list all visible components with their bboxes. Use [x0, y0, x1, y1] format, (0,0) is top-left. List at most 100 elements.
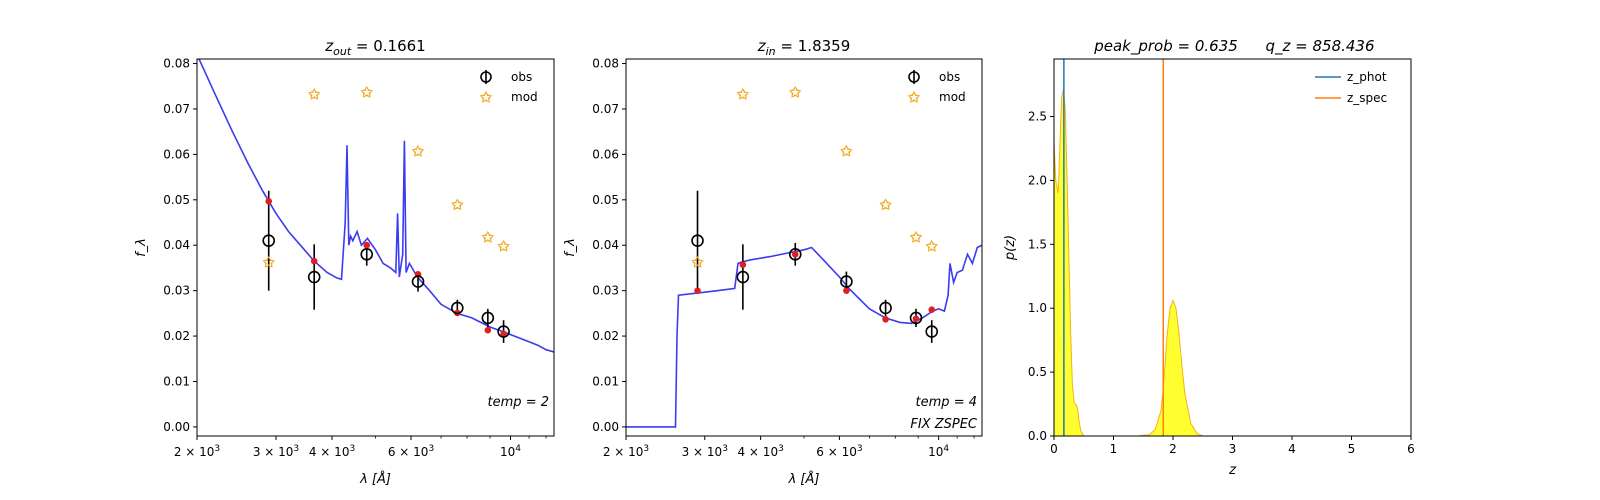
- legend-obs-marker: [908, 71, 920, 83]
- y-tick-label: 0.07: [592, 102, 619, 116]
- x-tick-label: 2 × 103: [603, 444, 649, 459]
- y-tick-label: 0.08: [592, 57, 619, 71]
- x-axis-label: λ [Å]: [359, 471, 391, 487]
- x-tick-label: 5: [1348, 442, 1356, 456]
- panel-title: zin = 1.8359: [757, 37, 851, 58]
- model-filter-point: [500, 330, 507, 338]
- y-tick-label: 0.05: [163, 193, 190, 207]
- obs-point: [307, 270, 321, 284]
- annotation-text: temp = 4: [916, 395, 977, 410]
- x-tick-label: 6 × 103: [816, 444, 862, 459]
- x-tick-label: 104: [928, 444, 949, 459]
- peak-prob-title: peak_prob = 0.635: [1093, 37, 1238, 56]
- mod-star-point: ✩: [926, 239, 938, 255]
- panel-title: zout = 0.1661: [324, 37, 425, 58]
- annotation-text: temp = 2: [488, 395, 549, 410]
- x-tick-label: 6 × 103: [388, 444, 434, 459]
- mod-star-point: ✩: [498, 239, 510, 255]
- mod-star-point: ✩: [737, 87, 749, 103]
- x-tick-exponent: 3: [857, 444, 863, 454]
- x-tick-label: 2: [1169, 442, 1177, 456]
- y-tick-label: 0.02: [163, 329, 190, 343]
- obs-point: [909, 311, 923, 325]
- x-tick-label: 4 × 103: [737, 444, 783, 459]
- model-filter-point: [265, 197, 273, 205]
- mod-star-point: ✩: [361, 85, 373, 101]
- obs-point: [879, 301, 892, 315]
- x-tick-label: 4: [1288, 442, 1296, 456]
- legend-mod-label: mod: [511, 90, 538, 104]
- model-filter-point: [363, 241, 371, 249]
- y-tick-label: 0.03: [163, 284, 190, 298]
- y-tick-label: 0.03: [592, 284, 619, 298]
- y-tick-label: 0.01: [592, 374, 619, 388]
- sed-model-line: [198, 59, 554, 353]
- title-value: = 0.1661: [351, 37, 426, 55]
- legend-mod-label: mod: [939, 90, 966, 104]
- y-tick-label: 1.5: [1028, 237, 1047, 251]
- sed-panel-zout: ✩✩ ✩✩✩✩✩0.000.010.020.030.040.050.060.070…: [134, 37, 555, 487]
- x-tick-exponent: 3: [643, 444, 649, 454]
- y-axis-label: f_λ: [563, 238, 578, 257]
- sed-panel-zin: ✩✩ ✩✩✩✩✩0.000.010.020.030.040.050.060.070…: [563, 37, 983, 487]
- y-tick-label: 0.01: [163, 374, 190, 388]
- x-tick-label: 3 × 103: [253, 444, 299, 459]
- obs-point: [360, 248, 374, 261]
- legend-obs-marker: [480, 71, 492, 83]
- x-tick-label: 3: [1229, 442, 1237, 456]
- mod-star-point: ✩: [482, 230, 494, 246]
- x-tick-exponent: 3: [778, 444, 784, 454]
- mod-star-point: ✩: [412, 144, 424, 160]
- x-tick-exponent: 3: [722, 444, 728, 454]
- model-filter-point: [843, 287, 850, 294]
- x-tick-mantissa: 4 × 10: [309, 445, 350, 459]
- model-filter-point: [912, 315, 920, 323]
- y-tick-label: 1.0: [1028, 301, 1047, 315]
- y-axis-label: f_λ: [134, 238, 149, 257]
- x-tick-exponent: 3: [214, 444, 220, 454]
- y-tick-label: 0.0: [1028, 429, 1047, 443]
- legend-mod-marker: ✩: [480, 90, 492, 106]
- y-tick-label: 0.04: [592, 238, 619, 252]
- pz-panel: 0.0 0.5 1.0 1.5 2.0 2.5 0 1 2 3 4 5 6 peak_prob = 0.6…: [1003, 37, 1415, 478]
- x-tick-mantissa: 6 × 10: [816, 445, 857, 459]
- mod-star-point: ✩: [308, 87, 320, 103]
- x-tick-mantissa: 3 × 10: [253, 445, 294, 459]
- obs-point: [925, 325, 939, 338]
- axes-frame: [1053, 58, 1412, 437]
- x-tick-mantissa: 3 × 10: [682, 445, 723, 459]
- x-axis-label: λ [Å]: [788, 471, 820, 487]
- legend-z-spec-label: z_spec: [1347, 91, 1387, 105]
- obs-point: [411, 275, 425, 288]
- x-tick-label: 2 × 103: [174, 444, 220, 459]
- legend-obs-label: obs: [511, 70, 532, 84]
- model-filter-point: [882, 315, 889, 323]
- model-filter-point: [928, 306, 936, 314]
- title-value: = 1.8359: [776, 37, 851, 55]
- x-tick-mantissa: 4 × 10: [737, 445, 778, 459]
- sed-model-line: [626, 244, 982, 428]
- x-tick-label: 6: [1407, 442, 1415, 456]
- title-z: z: [757, 37, 767, 55]
- x-tick-exponent: 3: [349, 444, 355, 454]
- model-filter-point: [310, 257, 318, 265]
- obs-point: [262, 234, 276, 247]
- y-tick-label: 0.06: [163, 147, 190, 161]
- y-tick-label: 0.06: [592, 147, 619, 161]
- x-tick-mantissa: 2 × 10: [174, 445, 215, 459]
- y-axis-label: p(z): [1003, 235, 1018, 261]
- title-z: z: [324, 37, 334, 55]
- y-tick-label: 0.00: [592, 420, 619, 434]
- obs-point: [497, 325, 510, 338]
- y-tick-label: 0.02: [592, 329, 619, 343]
- obs-point: [481, 311, 495, 325]
- mod-star-point: ✩: [263, 255, 275, 271]
- x-tick-label: 0: [1050, 442, 1058, 456]
- mod-star-point: ✩: [841, 144, 853, 160]
- mod-star-point: ✩: [910, 230, 922, 246]
- y-tick-label: 0.5: [1028, 365, 1047, 379]
- x-tick-mantissa: 10: [500, 445, 515, 459]
- x-tick-label: 4 × 103: [309, 444, 355, 459]
- y-tick-label: 0.08: [163, 57, 190, 71]
